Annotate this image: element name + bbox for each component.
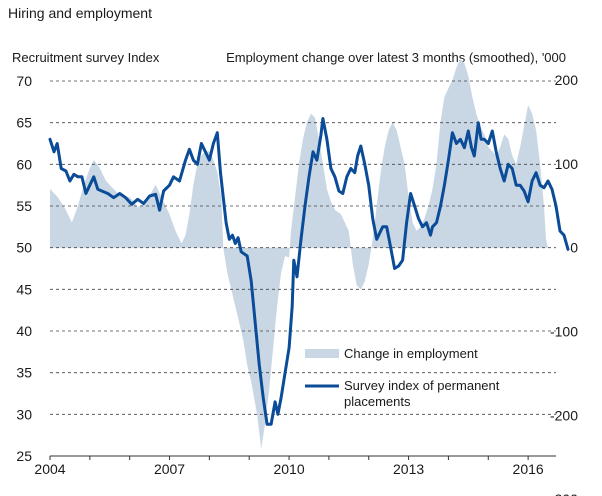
right-tick-label: -200 [550,407,578,423]
x-tick-label: 2013 [393,461,424,477]
series-survey-index-line [48,117,570,426]
left-tick-label: 35 [16,365,32,381]
x-tick-label: 2007 [154,461,185,477]
x-tick-label: 2016 [513,461,544,477]
axis-layer: 2004 2007 2010 2013 2016 70 65 60 55 50 45 40 35 30 25… [16,72,578,496]
right-tick-label: 0 [570,240,578,256]
legend: Change in employment Survey index of per… [305,346,500,409]
right-axis-label: Employment change over latest 3 months (… [226,50,566,65]
line-layer [48,117,570,426]
left-tick-label: 40 [16,323,32,339]
chart-title: Hiring and employment [8,5,152,21]
right-tick-label: -300 [550,491,578,496]
left-tick-label: 65 [16,115,32,131]
left-tick-label: 60 [16,156,32,172]
x-tick-label: 2010 [273,461,304,477]
legend-label-survey-index: Survey index of permanent [344,378,500,393]
legend-label-employment: Change in employment [344,346,478,361]
x-tick-label: 2004 [34,461,65,477]
right-tick-label: -100 [550,323,578,339]
right-tick-label: 200 [555,72,579,88]
left-tick-label: 30 [16,406,32,422]
left-tick-label: 50 [16,240,32,256]
left-tick-label: 45 [16,281,32,297]
left-tick-label: 70 [16,73,32,89]
legend-swatch-employment [305,349,339,358]
right-tick-label: 100 [555,156,579,172]
left-tick-label: 25 [16,448,32,464]
legend-label-survey-index-2: placements [344,394,411,409]
left-tick-label: 55 [16,198,32,214]
left-axis-label: Recruitment survey Index [12,50,160,65]
grid-layer [50,80,556,415]
